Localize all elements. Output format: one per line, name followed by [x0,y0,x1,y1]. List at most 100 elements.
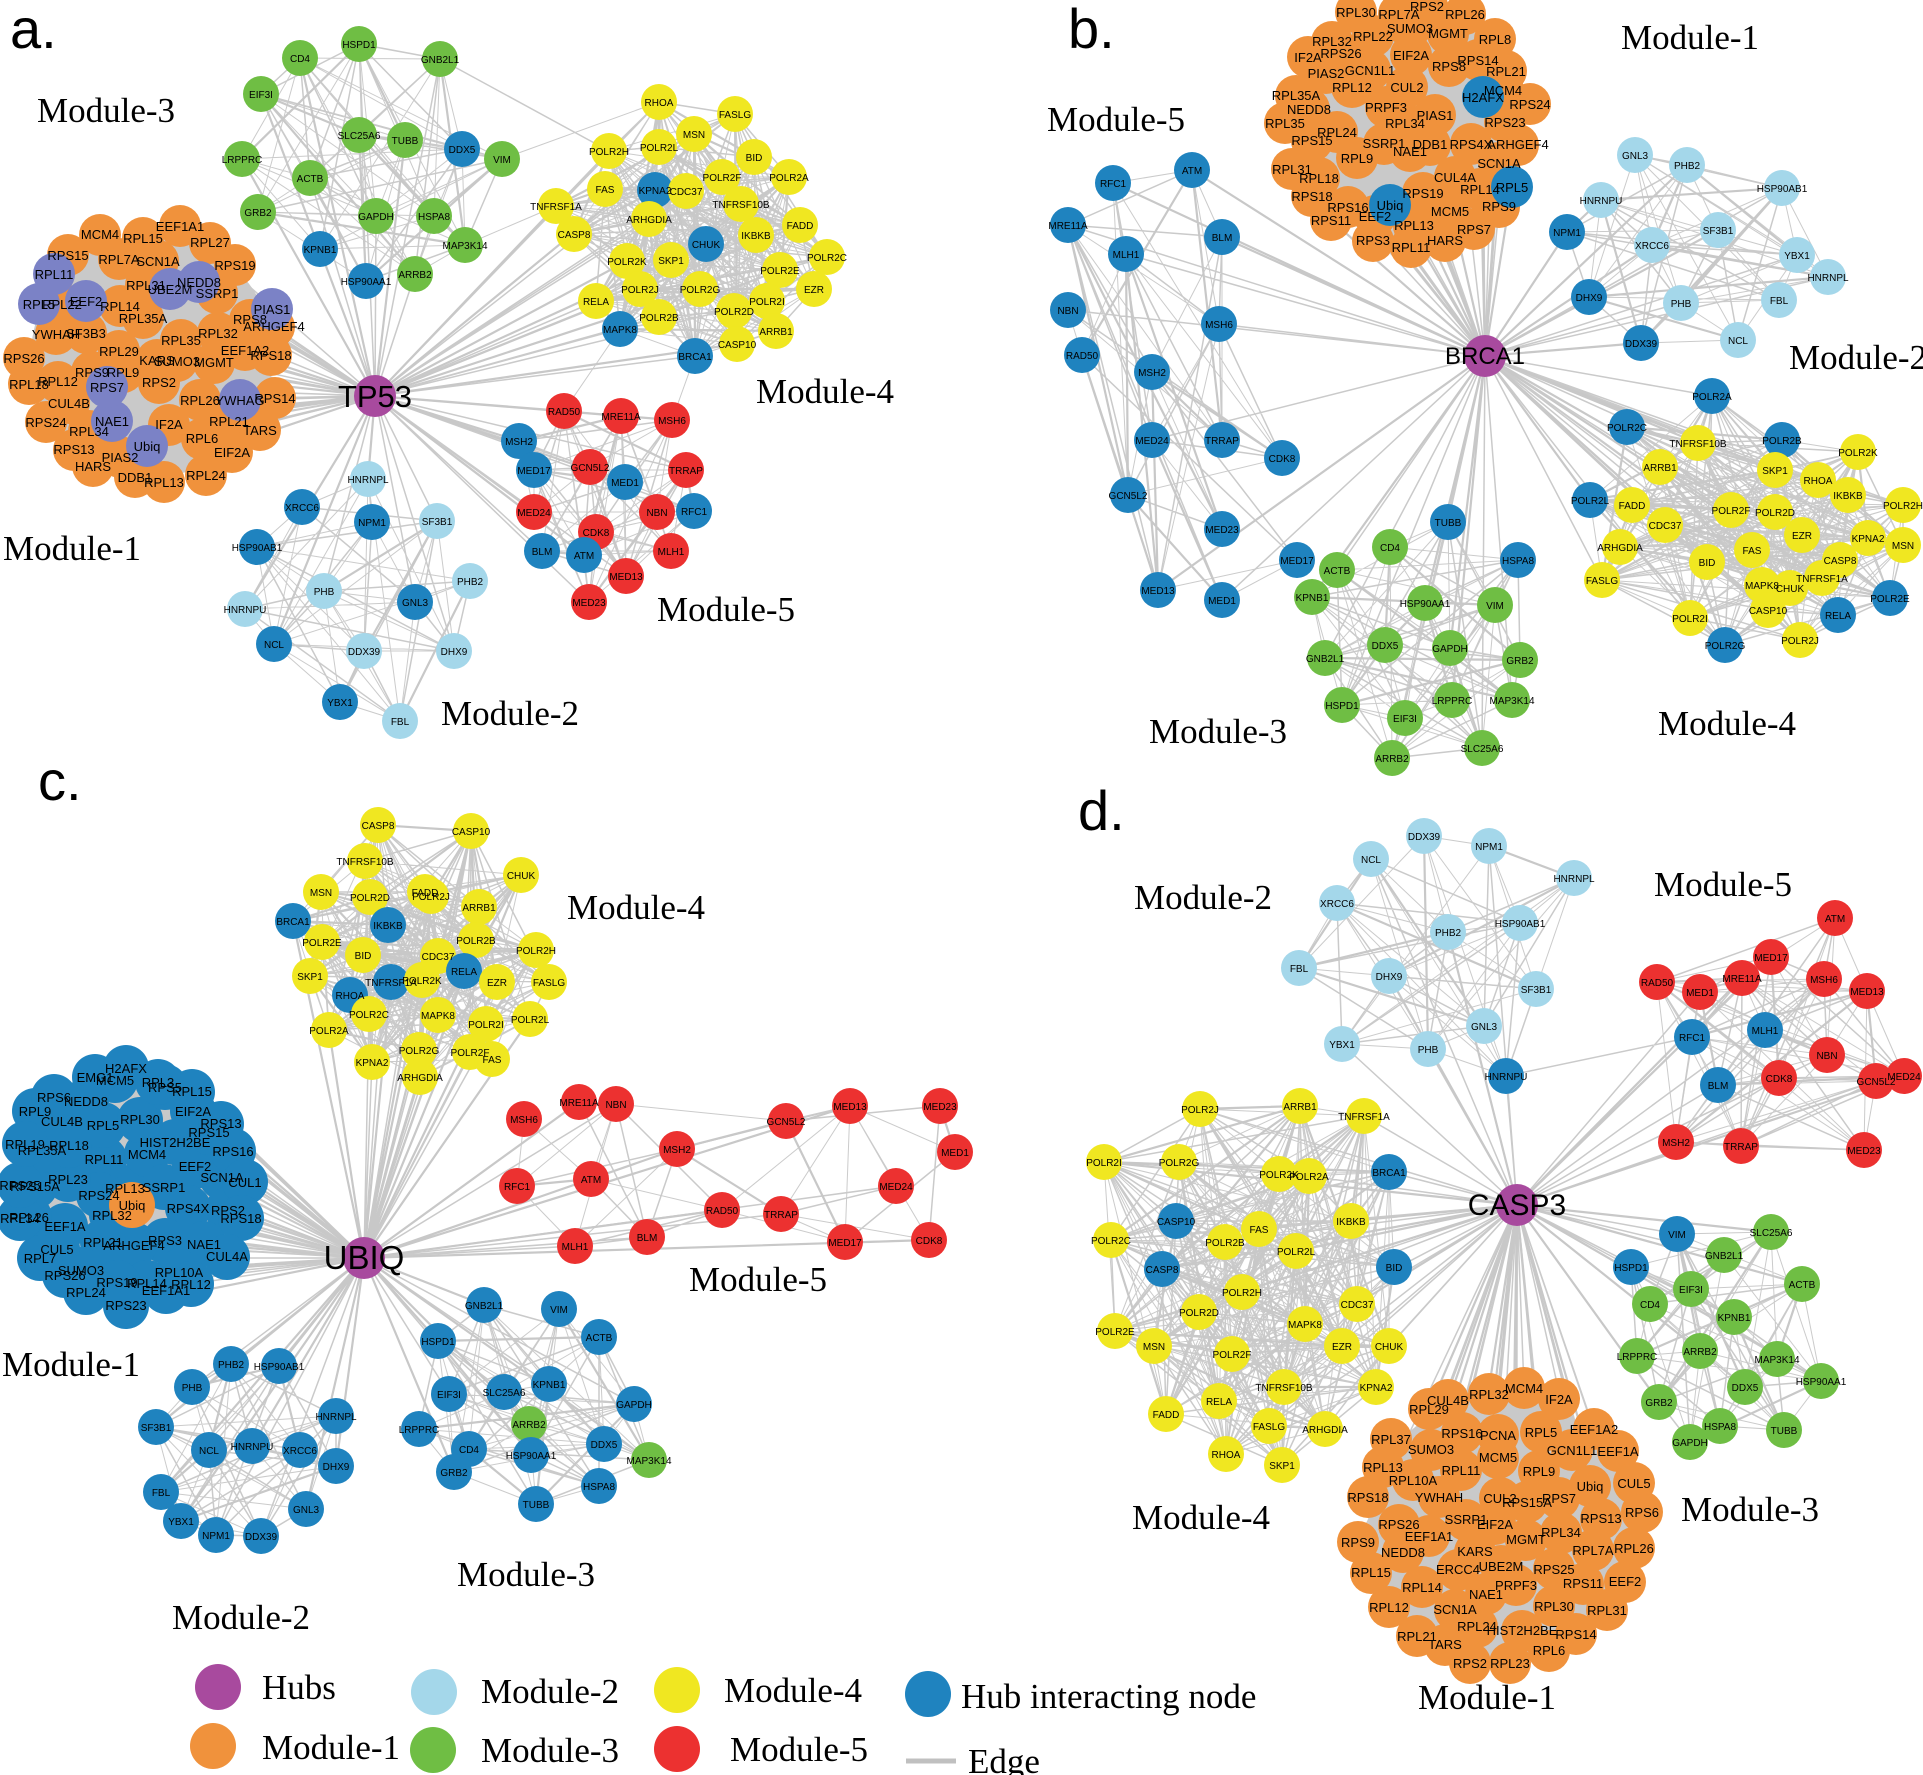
svg-text:ARHGEF4: ARHGEF4 [243,319,304,334]
svg-text:EEF1A1: EEF1A1 [156,219,204,234]
svg-text:RPL32: RPL32 [1312,34,1352,49]
svg-text:PRPF3: PRPF3 [1365,100,1407,115]
svg-text:TARS: TARS [1428,1637,1462,1652]
svg-text:CD4: CD4 [290,54,310,65]
svg-text:HSP90AA1: HSP90AA1 [1400,599,1451,610]
svg-text:RPL23: RPL23 [1490,1656,1530,1671]
svg-text:FASLG: FASLG [1586,576,1618,587]
svg-text:EEF1A2: EEF1A2 [1570,1422,1618,1437]
svg-text:POLR2I: POLR2I [468,1020,504,1031]
svg-text:YBX1: YBX1 [168,1517,194,1528]
svg-text:MSH6: MSH6 [510,1115,538,1126]
svg-text:CUL5: CUL5 [1617,1476,1650,1491]
svg-text:NEDD8: NEDD8 [64,1094,108,1109]
svg-text:RPL31: RPL31 [126,278,166,293]
svg-text:DDX39: DDX39 [1408,832,1441,843]
svg-text:CHUK: CHUK [507,871,536,882]
svg-text:GCN5L2: GCN5L2 [767,1117,806,1128]
svg-text:SKP1: SKP1 [1762,466,1788,477]
svg-text:NCL: NCL [1361,855,1381,866]
svg-text:XRCC6: XRCC6 [283,1446,317,1457]
svg-text:RPL35: RPL35 [161,333,201,348]
svg-text:CDC37: CDC37 [1341,1300,1374,1311]
svg-text:HARS: HARS [1427,233,1463,248]
svg-text:SLC25A6: SLC25A6 [338,131,381,142]
svg-text:ARRB2: ARRB2 [1375,754,1409,765]
svg-text:RPS2: RPS2 [1453,1656,1487,1671]
svg-text:POLR2G: POLR2G [399,1046,440,1057]
svg-text:H2AFX: H2AFX [105,1061,147,1076]
svg-text:MAP3K14: MAP3K14 [626,1456,671,1467]
svg-text:POLR2C: POLR2C [1607,423,1647,434]
svg-text:ARRB1: ARRB1 [759,327,793,338]
svg-text:EIF3I: EIF3I [437,1390,461,1401]
svg-text:RPS24: RPS24 [25,415,66,430]
svg-text:HSP90AA1: HSP90AA1 [1796,1377,1847,1388]
svg-text:MSH6: MSH6 [1810,975,1838,986]
svg-text:RPL34: RPL34 [0,1211,40,1226]
svg-text:FASLG: FASLG [719,110,751,121]
svg-text:TNFRSF1A: TNFRSF1A [1338,1112,1390,1123]
svg-text:CASP10: CASP10 [718,340,757,351]
svg-text:PHB2: PHB2 [218,1360,245,1371]
svg-text:RPL27: RPL27 [190,235,230,250]
svg-text:POLR2H: POLR2H [589,147,629,158]
svg-text:SUMO3: SUMO3 [58,1263,104,1278]
svg-text:RPL13: RPL13 [105,1181,145,1196]
svg-text:SSRP1: SSRP1 [196,286,239,301]
svg-text:VIM: VIM [1486,601,1504,612]
svg-text:RPS15A: RPS15A [1502,1495,1552,1510]
svg-text:RPS13: RPS13 [1580,1511,1621,1526]
svg-text:IKBKB: IKBKB [741,231,771,242]
svg-text:POLR2D: POLR2D [714,307,754,318]
svg-text:MLH1: MLH1 [1113,250,1140,261]
svg-text:Module-1: Module-1 [1418,1678,1556,1717]
svg-text:RPS14: RPS14 [1555,1627,1596,1642]
svg-text:d.: d. [1078,779,1125,842]
svg-text:RPS14: RPS14 [254,391,295,406]
svg-text:YWHAH: YWHAH [32,327,80,342]
svg-text:NAE1: NAE1 [1393,144,1427,159]
svg-text:CASP8: CASP8 [558,230,591,241]
svg-text:RPL15: RPL15 [1351,1565,1391,1580]
svg-text:POLR2C: POLR2C [1091,1236,1131,1247]
svg-text:CD4: CD4 [459,1445,479,1456]
svg-text:CUL4B: CUL4B [48,396,90,411]
svg-text:MCM4: MCM4 [1484,83,1522,98]
svg-text:Module-5: Module-5 [730,1730,868,1769]
svg-text:CDK8: CDK8 [1269,454,1296,465]
svg-text:HSPD1: HSPD1 [1614,1263,1648,1274]
svg-text:MED1: MED1 [1686,988,1714,999]
svg-text:RPL24: RPL24 [186,468,226,483]
svg-text:EIF2A: EIF2A [175,1104,211,1119]
svg-text:PIAS1: PIAS1 [254,302,291,317]
svg-text:HSPD1: HSPD1 [421,1337,455,1348]
svg-text:ATM: ATM [1825,914,1845,925]
svg-text:DDX39: DDX39 [245,1532,278,1543]
svg-text:RELA: RELA [583,297,609,308]
svg-text:TNFRSF10B: TNFRSF10B [336,857,394,868]
svg-text:CUL5: CUL5 [40,1242,73,1257]
svg-text:MCM4: MCM4 [1505,1381,1543,1396]
svg-text:GCN5L2: GCN5L2 [1857,1077,1896,1088]
svg-text:RPL35A: RPL35A [119,311,168,326]
svg-text:PIAS2: PIAS2 [102,450,139,465]
svg-text:RPS24: RPS24 [1509,97,1550,112]
svg-text:HNRNPL: HNRNPL [1807,273,1849,284]
svg-text:ARRB1: ARRB1 [1283,1102,1317,1113]
svg-text:CUL2: CUL2 [1483,1491,1516,1506]
svg-text:NEDD8: NEDD8 [1381,1545,1425,1560]
svg-text:RPL7A: RPL7A [1378,7,1420,22]
svg-text:MED13: MED13 [609,572,643,583]
svg-text:Module-1: Module-1 [1621,18,1759,57]
svg-text:BRCA1: BRCA1 [276,917,310,928]
svg-text:NAE1: NAE1 [95,414,129,429]
svg-text:MED1: MED1 [1208,596,1236,607]
svg-text:BRCA1: BRCA1 [1445,343,1525,370]
svg-text:DDX5: DDX5 [1732,1383,1759,1394]
svg-text:HNRNPU: HNRNPU [224,605,267,616]
svg-text:MSH2: MSH2 [663,1145,691,1156]
svg-text:MED23: MED23 [1205,525,1239,536]
svg-text:H2AFX: H2AFX [1462,90,1504,105]
svg-text:RPL23: RPL23 [48,1172,88,1187]
